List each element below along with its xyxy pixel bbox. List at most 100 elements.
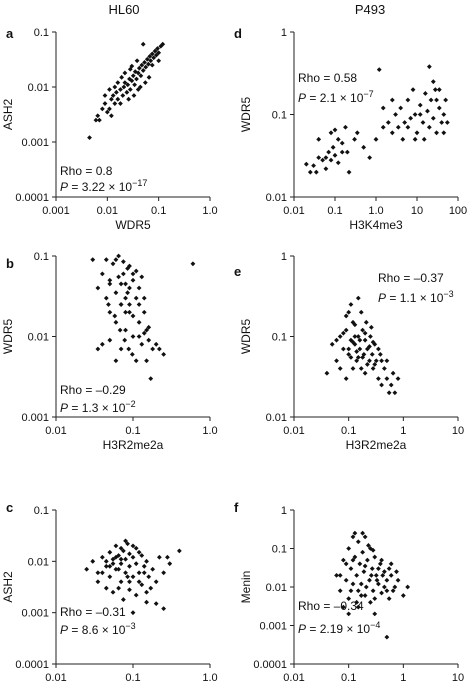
data-point <box>362 534 368 540</box>
data-point <box>135 87 141 92</box>
data-point <box>113 358 119 364</box>
data-point <box>335 160 341 166</box>
data-point <box>355 539 361 545</box>
data-point <box>156 346 162 352</box>
data-point <box>334 358 339 364</box>
data-point <box>141 570 147 576</box>
data-point <box>136 65 142 71</box>
data-point <box>112 101 118 106</box>
data-point <box>348 566 354 572</box>
data-point <box>118 346 124 352</box>
data-point <box>381 569 387 575</box>
data-point <box>99 554 105 560</box>
y-tick-label: 0.001 <box>21 608 49 620</box>
data-point <box>362 330 368 336</box>
y-tick-label: 0.0001 <box>15 192 49 204</box>
data-point <box>334 573 339 578</box>
x-tick-label: 10 <box>452 425 464 437</box>
p-symbol: P <box>298 91 306 105</box>
data-point <box>376 67 382 73</box>
data-point <box>113 89 119 95</box>
data-point <box>355 295 361 301</box>
data-point <box>151 55 157 61</box>
data-point <box>115 80 121 86</box>
data-point <box>146 337 152 343</box>
data-point <box>110 561 116 567</box>
data-point <box>343 577 349 583</box>
data-point <box>362 563 368 569</box>
y-tick-label: 0.01 <box>266 582 287 594</box>
data-point <box>125 574 130 580</box>
panel-letter: d <box>234 26 242 41</box>
data-point <box>95 570 101 576</box>
data-point <box>136 302 142 307</box>
data-point <box>110 589 116 595</box>
p-symbol: P <box>60 623 68 637</box>
data-point <box>368 334 373 339</box>
data-point <box>334 337 339 343</box>
data-point <box>381 584 387 590</box>
p-value-annotation: P = 8.6 × 10−3 <box>60 621 136 637</box>
data-point <box>428 97 434 103</box>
data-point <box>149 62 155 68</box>
data-point <box>139 553 145 558</box>
data-point <box>123 570 128 576</box>
x-tick-label: 0.1 <box>125 425 140 437</box>
data-point <box>379 590 384 596</box>
data-point <box>343 327 349 333</box>
data-point <box>390 370 396 376</box>
data-point <box>133 561 139 567</box>
data-point <box>118 556 124 562</box>
p-value-text: = 8.6 × 10 <box>68 623 126 637</box>
data-point <box>441 130 447 136</box>
data-point <box>394 569 399 575</box>
data-point <box>133 592 139 598</box>
data-point <box>142 60 147 65</box>
data-point <box>362 370 368 376</box>
data-point <box>123 327 128 333</box>
data-point <box>441 112 447 117</box>
data-point <box>386 566 392 572</box>
data-point <box>160 41 166 47</box>
data-point <box>303 161 309 167</box>
data-point <box>156 554 162 560</box>
x-tick-label: 0.1 <box>125 672 140 681</box>
data-point <box>117 327 123 333</box>
data-point <box>430 79 436 85</box>
data-point <box>116 253 121 259</box>
data-point <box>369 351 375 357</box>
data-point <box>358 309 364 315</box>
data-point <box>125 266 130 271</box>
p-exponent: −4 <box>370 620 380 630</box>
data-point <box>368 599 373 605</box>
data-point <box>146 74 152 80</box>
y-tick-label: 1 <box>281 505 287 517</box>
data-point <box>146 574 152 580</box>
data-point <box>368 324 374 330</box>
data-point <box>140 41 146 47</box>
data-point <box>374 577 380 583</box>
data-point <box>144 327 149 333</box>
data-point <box>361 144 367 150</box>
data-point <box>144 558 149 564</box>
data-point <box>136 579 142 585</box>
data-point <box>346 546 352 551</box>
data-point <box>425 108 430 114</box>
data-point <box>373 573 379 578</box>
data-point <box>135 70 141 76</box>
data-point <box>388 561 394 567</box>
data-point <box>422 91 428 96</box>
rho-annotation: Rho = –0.29 <box>60 383 126 397</box>
data-point <box>145 61 151 67</box>
x-tick-label: 0.01 <box>97 205 118 217</box>
data-point <box>358 366 364 371</box>
data-point <box>115 96 121 102</box>
data-point <box>343 313 349 319</box>
data-point <box>384 358 390 364</box>
data-point <box>99 341 105 347</box>
data-point <box>376 581 381 587</box>
data-point <box>130 334 136 339</box>
data-point <box>95 346 101 352</box>
data-point <box>110 93 116 98</box>
rho-annotation: Rho = –0.31 <box>60 605 126 619</box>
